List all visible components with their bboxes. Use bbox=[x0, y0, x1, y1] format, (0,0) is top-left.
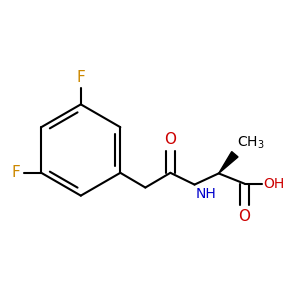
Text: CH$_3$: CH$_3$ bbox=[237, 135, 264, 151]
Text: NH: NH bbox=[195, 187, 216, 201]
Text: O: O bbox=[238, 209, 250, 224]
Polygon shape bbox=[219, 152, 238, 173]
Text: OH: OH bbox=[264, 177, 285, 191]
Text: O: O bbox=[164, 132, 176, 147]
Text: F: F bbox=[76, 70, 85, 85]
Text: F: F bbox=[12, 165, 21, 180]
